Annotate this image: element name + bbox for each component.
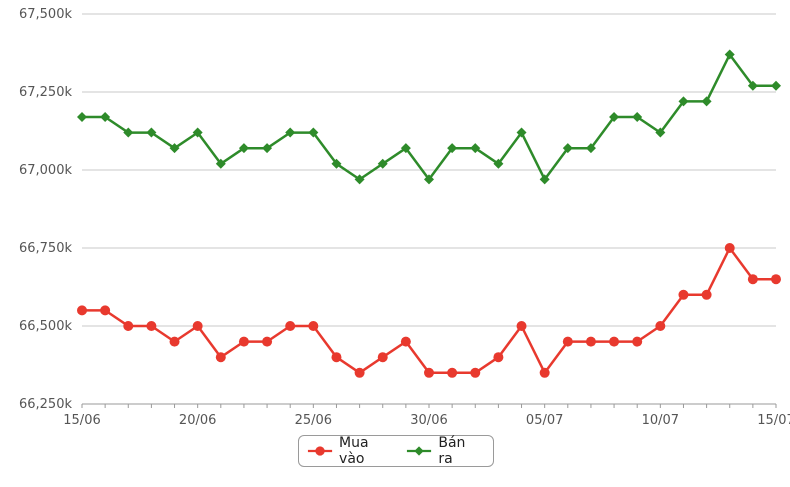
data-point[interactable] <box>678 96 689 107</box>
series-0 <box>77 243 781 378</box>
data-point[interactable] <box>632 336 643 347</box>
series-layer <box>77 49 781 378</box>
data-point[interactable] <box>262 143 273 154</box>
data-point[interactable] <box>146 321 157 331</box>
x-tick-label: 20/06 <box>179 413 216 428</box>
data-point[interactable] <box>701 96 712 107</box>
data-point[interactable] <box>655 321 666 331</box>
legend-label-series-0: Mua vào <box>339 435 369 467</box>
data-point[interactable] <box>77 305 87 316</box>
data-point[interactable] <box>562 143 573 154</box>
data-point[interactable] <box>678 289 689 300</box>
data-point[interactable] <box>632 111 643 122</box>
x-tick-label: 15/06 <box>63 413 100 428</box>
data-point[interactable] <box>169 336 180 347</box>
data-point[interactable] <box>493 158 504 169</box>
data-point[interactable] <box>262 336 273 347</box>
x-tick-label: 30/06 <box>410 413 447 428</box>
data-point[interactable] <box>771 274 781 285</box>
data-point[interactable] <box>562 336 573 347</box>
data-point[interactable] <box>123 321 134 331</box>
data-point[interactable] <box>747 80 758 91</box>
data-point[interactable] <box>470 143 481 154</box>
data-point[interactable] <box>516 127 527 138</box>
data-point[interactable] <box>146 127 157 138</box>
data-point[interactable] <box>377 352 388 363</box>
data-point[interactable] <box>747 274 758 285</box>
y-axis-tick-labels: 66,250k 66,500k 66,750k 67,000k 67,250k 67,50… <box>19 7 72 412</box>
x-tick-label: 05/07 <box>526 413 563 428</box>
data-point[interactable] <box>539 174 550 185</box>
data-point[interactable] <box>215 352 226 363</box>
data-point[interactable] <box>285 127 296 138</box>
data-point[interactable] <box>354 367 365 378</box>
data-point[interactable] <box>100 305 111 316</box>
legend-swatch-series-1 <box>407 446 432 456</box>
y-tick-label: 66,250k <box>19 397 72 412</box>
data-point[interactable] <box>285 321 296 331</box>
legend-item-series-0[interactable]: Mua vào <box>307 435 394 467</box>
y-tick-label: 66,750k <box>19 241 72 256</box>
data-point[interactable] <box>377 158 388 169</box>
x-tick-label: 15/07 <box>757 413 790 428</box>
data-point[interactable] <box>724 49 735 60</box>
y-tick-label: 67,500k <box>19 7 72 22</box>
data-point[interactable] <box>447 143 458 154</box>
data-point[interactable] <box>308 321 319 331</box>
series-line <box>82 53 776 181</box>
legend-label-series-1: Bán ra <box>438 435 466 467</box>
data-point[interactable] <box>447 367 458 378</box>
data-point[interactable] <box>192 127 203 138</box>
data-point[interactable] <box>77 111 87 122</box>
legend-swatch-series-0 <box>307 446 333 456</box>
data-point[interactable] <box>169 143 180 154</box>
data-point[interactable] <box>400 143 411 154</box>
data-point[interactable] <box>724 243 735 253</box>
data-point[interactable] <box>308 127 319 138</box>
data-point[interactable] <box>100 111 111 122</box>
data-point[interactable] <box>609 111 620 122</box>
data-point[interactable] <box>585 143 596 154</box>
data-point[interactable] <box>331 158 342 169</box>
chart-legend: Mua vào Bán ra <box>298 435 494 467</box>
data-point[interactable] <box>400 336 411 347</box>
data-point[interactable] <box>424 174 434 185</box>
data-point[interactable] <box>585 336 596 347</box>
legend-item-series-1[interactable]: Bán ra <box>406 435 481 467</box>
data-point[interactable] <box>609 336 620 347</box>
x-tick-label: 25/06 <box>295 413 332 428</box>
data-point[interactable] <box>215 158 226 169</box>
data-point[interactable] <box>238 143 249 154</box>
data-point[interactable] <box>655 127 666 138</box>
data-point[interactable] <box>123 127 134 138</box>
data-point[interactable] <box>470 367 481 378</box>
y-tick-label: 66,500k <box>19 319 72 334</box>
data-point[interactable] <box>192 321 203 331</box>
data-point[interactable] <box>331 352 342 363</box>
data-point[interactable] <box>516 321 527 331</box>
data-point[interactable] <box>424 367 434 378</box>
y-tick-label: 67,000k <box>19 163 72 178</box>
data-point[interactable] <box>771 80 781 91</box>
data-point[interactable] <box>701 289 712 300</box>
series-line <box>82 246 776 375</box>
data-point[interactable] <box>539 367 550 378</box>
y-tick-label: 67,250k <box>19 85 72 100</box>
data-point[interactable] <box>354 174 365 185</box>
gridlines <box>82 13 776 405</box>
data-point[interactable] <box>238 336 249 347</box>
data-point[interactable] <box>493 352 504 363</box>
x-tick-label: 10/07 <box>642 413 679 428</box>
series-1 <box>77 49 781 185</box>
x-axis-tick-labels: 15/06 20/06 25/06 30/06 05/07 10/07 15/07 <box>63 404 790 428</box>
